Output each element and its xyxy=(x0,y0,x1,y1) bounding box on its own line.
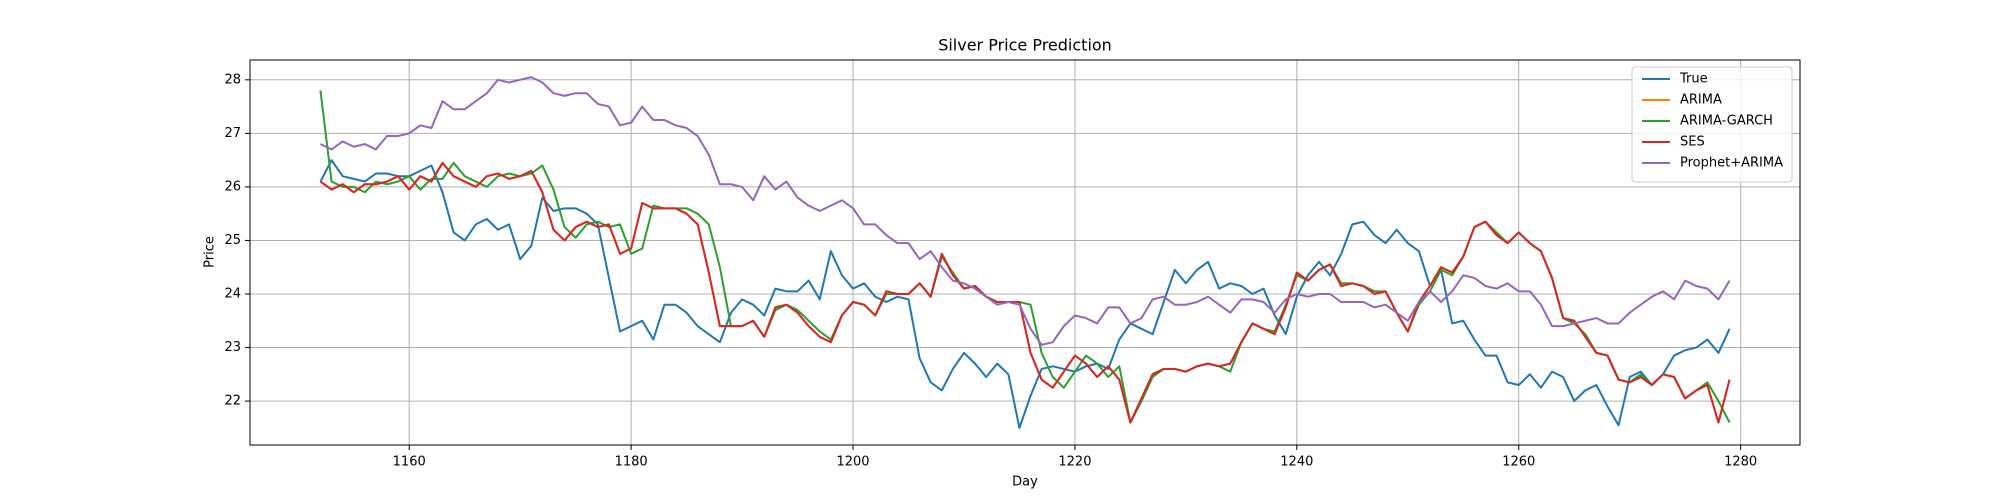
y-tick-label: 27 xyxy=(224,126,241,141)
y-tick-label: 22 xyxy=(224,394,241,409)
x-tick-label: 1160 xyxy=(393,455,426,470)
legend-label: Prophet+ARIMA xyxy=(1680,156,1783,171)
series-line xyxy=(319,161,1731,424)
y-tick-label: 25 xyxy=(224,233,241,248)
y-tick-label: 23 xyxy=(224,340,241,355)
legend-label: ARIMA xyxy=(1680,93,1722,108)
x-tick-label: 1240 xyxy=(1280,455,1313,470)
y-tick-label: 24 xyxy=(224,286,241,301)
y-axis-label: Price xyxy=(203,236,218,268)
legend-box xyxy=(1631,66,1793,183)
series-line xyxy=(319,159,1731,429)
series-line xyxy=(319,161,1731,424)
legend-label: True xyxy=(1679,72,1708,87)
y-tick-label: 26 xyxy=(224,179,241,194)
legend-label: SES xyxy=(1680,135,1705,150)
x-tick-label: 1280 xyxy=(1724,455,1757,470)
x-tick-label: 1200 xyxy=(836,455,869,470)
y-tick-label: 28 xyxy=(224,72,241,87)
x-tick-label: 1180 xyxy=(615,455,648,470)
legend-label: ARIMA-GARCH xyxy=(1680,114,1773,129)
x-tick-label: 1260 xyxy=(1502,455,1535,470)
chart-title: Silver Price Prediction xyxy=(938,36,1112,55)
series-line xyxy=(319,90,1731,424)
legend: True ARIMA ARIMA-GARCH SES Prophet+ARIMA xyxy=(1631,66,1793,183)
series-line xyxy=(320,76,1731,346)
plot-frame xyxy=(249,59,1801,446)
x-axis-label: Day xyxy=(1012,475,1038,490)
x-tick-label: 1220 xyxy=(1058,455,1091,470)
